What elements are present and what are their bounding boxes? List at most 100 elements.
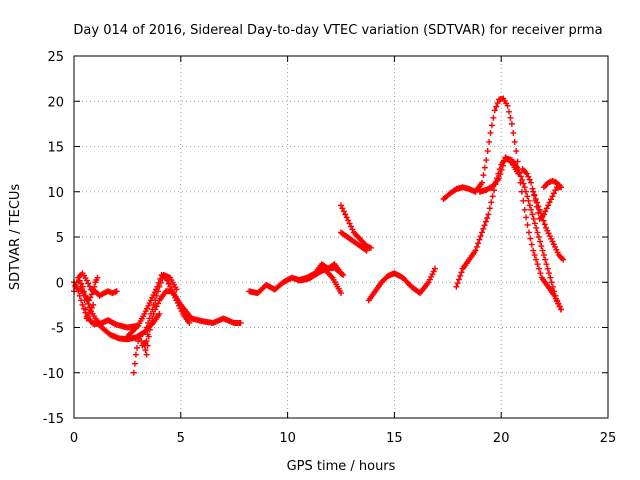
data-point [431,265,438,272]
y-tick-label: 5 [56,231,64,246]
data-point [338,290,344,297]
data-point [363,247,370,254]
data-point [541,221,548,228]
data-point [552,243,559,250]
data-point [518,188,525,195]
data-point [170,291,177,298]
series-arc-r [476,154,522,195]
data-point [530,215,537,222]
data-point [155,300,162,307]
data-point [149,294,156,301]
data-point [510,129,517,136]
data-point [145,333,152,340]
x-tick-label: 15 [386,431,403,446]
x-tick-label: 10 [279,431,296,446]
data-point [556,303,563,310]
data-point [143,324,150,331]
data-point [547,274,554,281]
data-point [90,288,97,295]
data-point [85,280,92,287]
data-point [149,306,156,313]
x-tick-label: 5 [177,431,185,446]
data-point [491,107,498,114]
data-point [504,102,511,109]
data-point [155,288,162,295]
data-point [543,224,550,231]
data-point [554,298,561,305]
x-tick-label: 25 [600,431,617,446]
data-point [485,211,492,218]
data-point [553,246,560,253]
data-point [367,244,374,251]
data-point [520,197,527,204]
data-point [514,158,521,165]
data-point [174,300,181,307]
data-point [490,114,497,121]
data-point [525,173,532,180]
data-point [85,300,92,307]
data-point [488,199,495,206]
data-point [554,249,561,256]
data-point [475,240,482,247]
data-point [349,226,356,233]
data-point [535,265,542,272]
data-point [496,175,503,182]
data-point [482,218,489,225]
data-point [506,108,513,115]
data-point [537,270,544,277]
data-point [548,235,555,242]
data-point [429,271,436,278]
series-arc-b [71,270,120,299]
data-point [548,279,555,286]
data-point [338,270,344,277]
series-arc-t [530,188,567,263]
data-point [540,252,547,259]
data-point [177,305,184,312]
data-point [75,274,82,281]
data-point [540,217,547,224]
data-point [521,206,528,213]
data-point [343,214,350,221]
data-point [526,176,533,183]
data-point [542,208,549,215]
chart-title: Day 014 of 2016, Sidereal Day-to-day VTE… [73,23,602,38]
data-point [143,338,150,345]
data-point [483,157,490,164]
data-point [145,302,152,309]
data-point [539,247,546,254]
data-point [546,270,553,277]
data-point [484,214,491,221]
data-point [528,179,535,186]
y-tick-label: -5 [51,322,64,337]
data-point [134,344,141,351]
data-point [76,277,83,284]
data-point [328,273,335,280]
data-point [146,326,153,333]
data-point [545,202,552,209]
series-arc-u [540,177,565,191]
data-point [549,238,556,245]
data-point [430,268,437,275]
data-point [542,256,549,263]
axis-ticks: 0 5 10 15 20 25 -15 -10 -5 0 5 10 15 20 25 [43,50,617,446]
series-arc-m [338,202,374,251]
data-point [538,243,545,250]
y-tick-label: 10 [47,186,64,201]
data-point [507,114,514,121]
data-point [523,214,530,221]
data-point [532,195,539,202]
data-point [558,184,565,191]
plot-frame [73,55,609,419]
data-point [167,283,174,290]
data-point [78,286,85,293]
data-point [513,148,520,155]
data-point [491,187,498,194]
data-point [473,243,480,250]
data-point [488,122,495,129]
data-point [152,297,159,304]
data-point [478,229,485,236]
series-arc-l [312,261,344,277]
data-point [130,369,137,376]
data-point [455,276,462,283]
